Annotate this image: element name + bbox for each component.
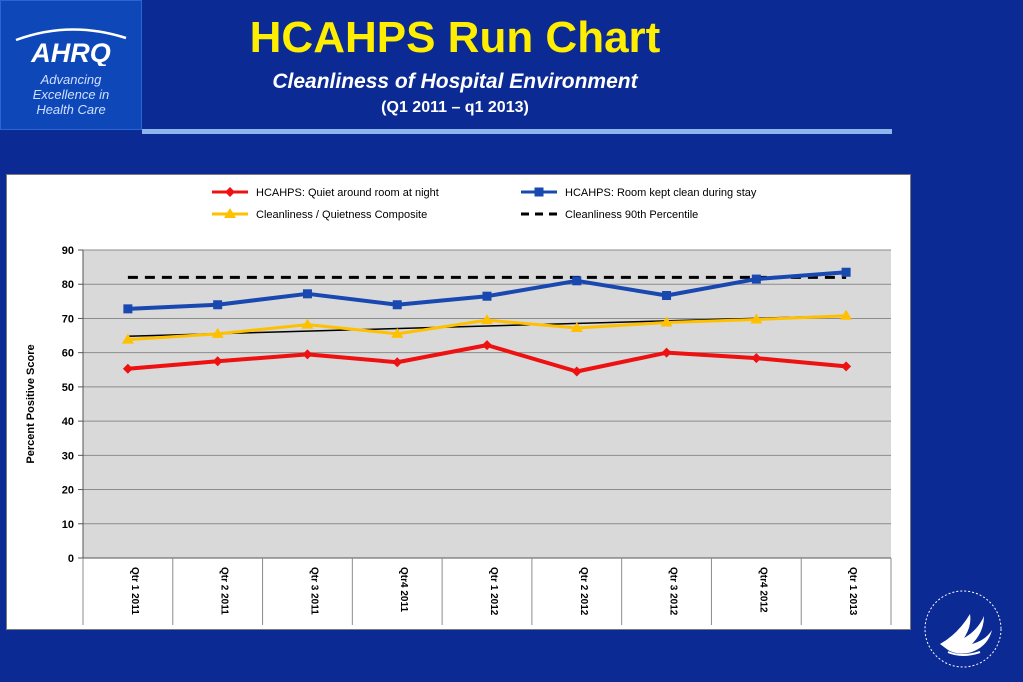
ahrq-brand-text: AHRQ (30, 38, 111, 66)
x-tick-label: Qtr 1 2011 (129, 567, 140, 615)
series-0-point (751, 353, 762, 364)
series-1-point (123, 304, 133, 314)
series-0-point (212, 356, 223, 367)
series-0-point (392, 357, 403, 368)
series-1-point (213, 300, 223, 310)
legend-marker (534, 187, 544, 197)
y-tick-label: 60 (62, 348, 74, 360)
ahrq-tagline: Advancing Excellence in Health Care (0, 72, 142, 117)
y-tick-label: 80 (62, 279, 74, 291)
tagline-line-2: Excellence in (32, 87, 110, 102)
legend-label: Cleanliness 90th Percentile (565, 209, 698, 221)
series-2-point (840, 309, 853, 320)
series-1-point (302, 289, 312, 299)
x-tick-label: Qtr 3 2011 (308, 567, 319, 615)
series-1-point (662, 291, 672, 301)
series-0-point (841, 361, 852, 372)
header-divider (142, 129, 892, 134)
tagline-line-1: Advancing (40, 72, 102, 87)
series-0-point (482, 340, 492, 351)
series-0-point (661, 347, 672, 358)
series-2-point (121, 333, 134, 344)
run-chart: 0 10 20 30 40 50 60 70 80 90 Qtr 1 2011 Qtr 2 2011 Q… (25, 187, 892, 625)
ahrq-logo: AHRQ Advancing Excellence in Health Care (0, 0, 142, 130)
y-tick-label: 30 (62, 450, 74, 462)
series-1-point (482, 291, 492, 301)
series-0-point (302, 349, 313, 360)
x-tick-label: Qtr 2 2012 (578, 567, 589, 616)
series-2-point (391, 327, 404, 338)
tagline-line-3: Health Care (36, 102, 106, 117)
series-1-point (572, 276, 582, 286)
series-1-point (841, 267, 851, 277)
legend-label: Cleanliness / Quietness Composite (256, 209, 427, 221)
y-tick-label: 90 (62, 245, 74, 257)
series-2-point (750, 313, 763, 324)
series-2-point (301, 318, 314, 329)
slide-period: (Q1 2011 – q1 2013) (381, 99, 529, 116)
legend-marker (224, 208, 236, 218)
legend-marker (225, 187, 235, 197)
series-2-point (660, 316, 673, 327)
y-tick-label: 40 (62, 416, 74, 428)
x-tick-label: Qtr4 2012 (757, 567, 768, 613)
series-1-point (751, 274, 761, 284)
slide-subtitle: Cleanliness of Hospital Environment (272, 70, 638, 93)
series-2-point (481, 314, 493, 325)
legend-label: HCAHPS: Room kept clean during stay (565, 187, 757, 199)
ahrq-wordmark-icon: AHRQ (15, 28, 127, 66)
y-tick-label: 70 (62, 313, 74, 325)
y-tick-label: 50 (62, 382, 74, 394)
x-tick-label: Qtr 1 2013 (847, 567, 858, 616)
x-tick-label: Qtr 1 2012 (488, 567, 499, 616)
y-tick-label: 0 (68, 553, 74, 565)
series-0-point (571, 366, 582, 377)
y-tick-label: 20 (62, 485, 74, 497)
series-1-point (392, 300, 402, 310)
slide-title: HCAHPS Run Chart (249, 13, 661, 62)
hhs-eagle-seal-icon (924, 590, 1002, 668)
y-tick-label: 10 (62, 519, 74, 531)
legend-label: HCAHPS: Quiet around room at night (256, 187, 439, 199)
chart-panel: 0 10 20 30 40 50 60 70 80 90 Qtr 1 2011 Qtr 2 2011 Q… (6, 174, 911, 630)
series-0-point (122, 363, 133, 374)
y-axis-label: Percent Positive Score (25, 344, 37, 463)
series-2-point (211, 327, 224, 338)
x-tick-label: Qtr 2 2011 (219, 567, 230, 615)
series-2-point (570, 322, 583, 333)
x-tick-label: Qtr 3 2012 (668, 567, 679, 616)
x-tick-label: Qtr4 2011 (398, 567, 409, 612)
